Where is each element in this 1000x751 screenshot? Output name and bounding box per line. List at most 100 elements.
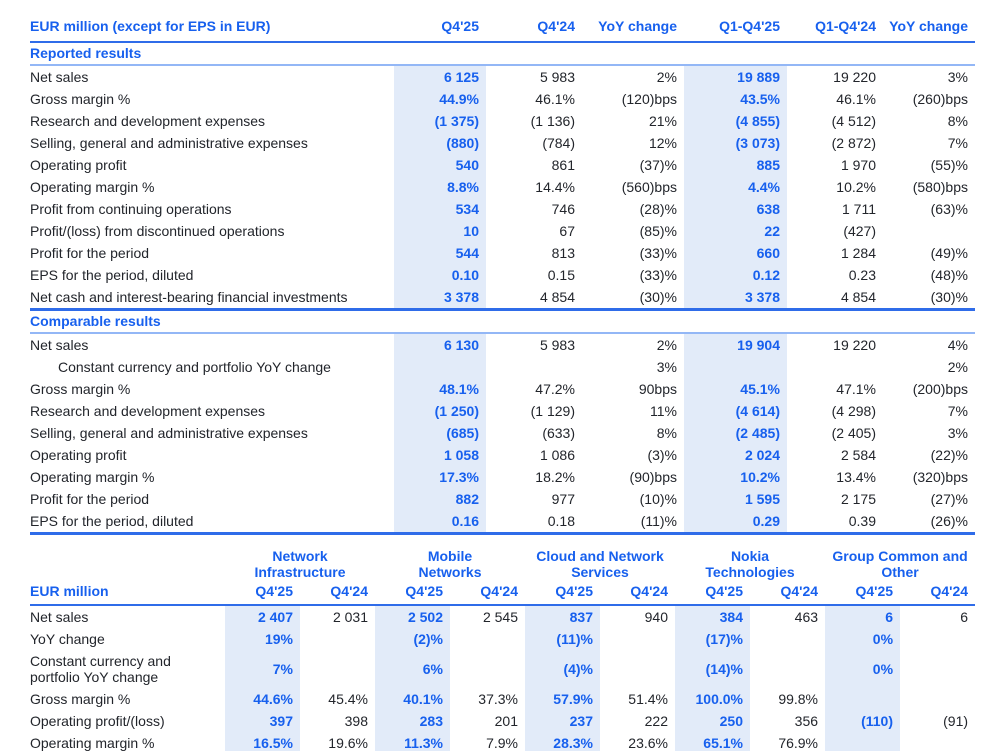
row-label: EPS for the period, diluted bbox=[30, 267, 194, 283]
value-cell: 65.1% bbox=[675, 732, 750, 751]
column-header-q424: Q4'24 bbox=[450, 581, 525, 606]
value-cell: (48)% bbox=[930, 267, 968, 283]
value-cell: 940 bbox=[644, 609, 668, 625]
value-cell: (560)bps bbox=[621, 179, 677, 195]
row-label: Constant currency and portfolio YoY chan… bbox=[30, 653, 171, 685]
value-cell: (427) bbox=[843, 223, 876, 239]
value-cell: 21% bbox=[648, 113, 677, 129]
value-cell: (4 855) bbox=[684, 110, 787, 132]
value-cell: (22)% bbox=[930, 447, 968, 463]
value-cell: 0.15 bbox=[547, 267, 575, 283]
value-cell: 46.1% bbox=[836, 91, 876, 107]
row-label: Research and development expenses bbox=[30, 403, 266, 419]
value-cell: 2% bbox=[656, 337, 677, 353]
value-cell: 2 175 bbox=[840, 491, 876, 507]
value-cell: 0.29 bbox=[684, 510, 787, 535]
value-cell: (320)bps bbox=[912, 469, 968, 485]
value-cell: 0.16 bbox=[394, 510, 486, 535]
column-header-q424: Q4'24 bbox=[600, 581, 675, 606]
value-cell: 8% bbox=[656, 425, 677, 441]
table-row: Selling, general and administrative expe… bbox=[30, 132, 975, 154]
value-cell bbox=[450, 628, 525, 650]
column-header-q1q424: Q1-Q4'24 bbox=[787, 12, 883, 43]
value-cell: 977 bbox=[551, 491, 575, 507]
column-header-eur-million: EUR million (except for EPS in EUR) bbox=[30, 12, 394, 43]
segment-header-network-infrastructure: Network Infrastructure bbox=[225, 544, 375, 581]
value-cell: (2 485) bbox=[684, 422, 787, 444]
row-label: Selling, general and administrative expe… bbox=[30, 425, 308, 441]
value-cell: (63)% bbox=[930, 201, 968, 217]
segment-header-line: Mobile bbox=[427, 548, 473, 564]
value-cell: 7% bbox=[225, 650, 300, 688]
value-cell: 4% bbox=[947, 337, 968, 353]
value-cell bbox=[787, 356, 883, 378]
value-cell: 837 bbox=[525, 605, 600, 628]
value-cell: 0.23 bbox=[848, 267, 876, 283]
segment-header-line: Group Common and bbox=[832, 548, 968, 564]
value-cell: 28.3% bbox=[525, 732, 600, 751]
segment-header-spacer bbox=[30, 544, 225, 581]
column-header-eur-million: EUR million bbox=[30, 581, 225, 606]
value-cell: (200)bps bbox=[912, 381, 968, 397]
value-cell: 10 bbox=[394, 220, 486, 242]
value-cell: (14)% bbox=[675, 650, 750, 688]
value-cell: 19 904 bbox=[684, 333, 787, 356]
value-cell: 384 bbox=[675, 605, 750, 628]
value-cell: 0.12 bbox=[684, 264, 787, 286]
value-cell: 51.4% bbox=[628, 691, 668, 707]
row-label: Constant currency and portfolio YoY chan… bbox=[58, 359, 331, 375]
row-label: Research and development expenses bbox=[30, 113, 266, 129]
value-cell: (49)% bbox=[930, 245, 968, 261]
segment-header-line: Other bbox=[881, 564, 919, 580]
value-cell: (90)bps bbox=[629, 469, 677, 485]
row-label: Profit for the period bbox=[30, 245, 150, 261]
value-cell: 2 584 bbox=[840, 447, 876, 463]
value-cell: 6 125 bbox=[394, 65, 486, 88]
value-cell: 2% bbox=[947, 359, 968, 375]
segment-table-body: Net sales 2 407 2 031 2 502 2 545 837 940 384 46… bbox=[30, 605, 976, 751]
row-label: Operating profit bbox=[30, 157, 127, 173]
value-cell: 3% bbox=[947, 69, 968, 85]
value-cell: 67 bbox=[559, 223, 575, 239]
value-cell: (30)% bbox=[582, 286, 684, 311]
table-row: Operating margin % 16.5% 19.6% 11.3% 7.9% 28.… bbox=[30, 732, 976, 751]
value-cell: (2)% bbox=[375, 628, 450, 650]
value-cell bbox=[825, 732, 901, 751]
value-cell: 45.4% bbox=[328, 691, 368, 707]
value-cell: 76.9% bbox=[750, 732, 826, 751]
value-cell: 4 854 bbox=[787, 286, 883, 311]
value-cell: (33)% bbox=[639, 267, 677, 283]
value-cell: 14.4% bbox=[535, 179, 575, 195]
value-cell: 463 bbox=[794, 609, 819, 625]
value-cell: (880) bbox=[394, 132, 486, 154]
row-label: Profit/(loss) from discontinued operatio… bbox=[30, 223, 285, 239]
value-cell: 43.5% bbox=[684, 88, 787, 110]
value-cell: (17)% bbox=[675, 628, 750, 650]
segment-header-nokia-technologies: Nokia Technologies bbox=[675, 544, 825, 581]
section-row: Reported results bbox=[30, 42, 975, 66]
row-label: Operating margin % bbox=[30, 469, 155, 485]
value-cell: 10.2% bbox=[836, 179, 876, 195]
value-cell: (28)% bbox=[639, 201, 677, 217]
table-row: Net sales 6 125 5 983 2% 19 889 19 220 3% bbox=[30, 65, 975, 88]
value-cell: 3% bbox=[656, 359, 677, 375]
value-cell: 12% bbox=[648, 135, 677, 151]
segment-header-line: Services bbox=[571, 564, 629, 580]
table-row: Net sales 6 130 5 983 2% 19 904 19 220 4% bbox=[30, 333, 975, 356]
value-cell bbox=[750, 650, 825, 688]
value-cell: 90bps bbox=[638, 381, 677, 397]
column-header-q424: Q4'24 bbox=[750, 581, 826, 606]
table-row: Profit from continuing operations 534 746 (… bbox=[30, 198, 975, 220]
value-cell: (30)% bbox=[883, 286, 975, 311]
value-cell: 5 983 bbox=[539, 337, 575, 353]
consolidated-table-body: Reported results Net sales 6 125 5 983 2% 19 … bbox=[30, 42, 975, 535]
value-cell: (784) bbox=[542, 135, 575, 151]
table-row: Operating profit 1 058 1 086 (3)% 2 024 2 584… bbox=[30, 444, 975, 466]
value-cell: 19 889 bbox=[684, 65, 787, 88]
value-cell: (2 405) bbox=[831, 425, 876, 441]
value-cell bbox=[750, 628, 825, 650]
value-cell: 4.4% bbox=[684, 176, 787, 198]
segment-header-mobile-networks: Mobile Networks bbox=[375, 544, 525, 581]
value-cell: 2 407 bbox=[225, 605, 300, 628]
